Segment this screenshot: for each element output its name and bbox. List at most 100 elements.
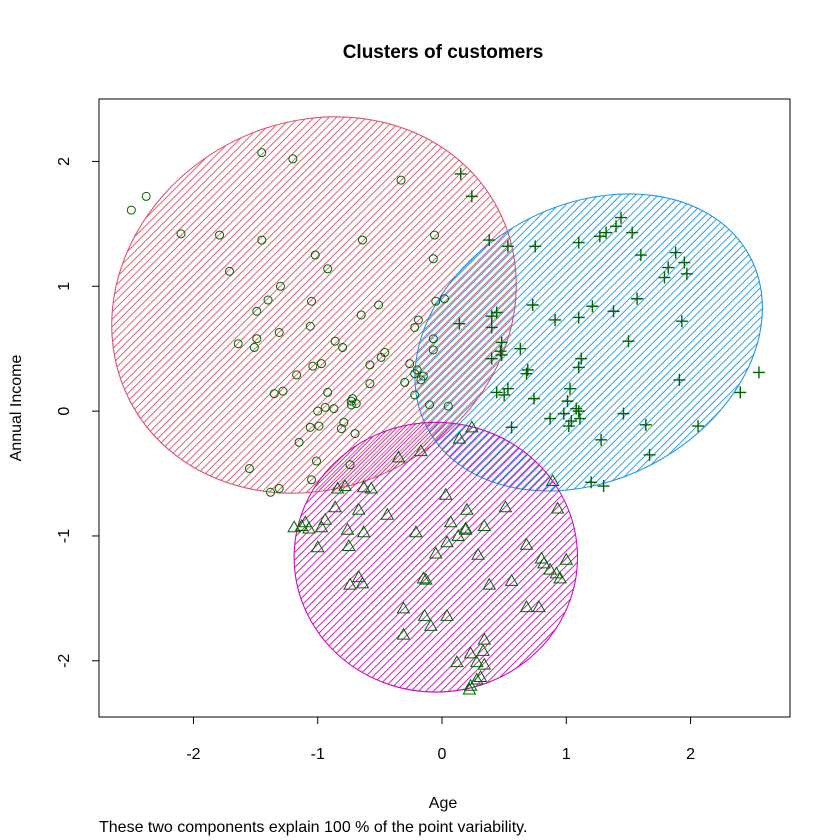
- cluster-1-point: [294, 437, 304, 447]
- cluster-2-point: [678, 256, 691, 269]
- cluster-2-point: [561, 395, 574, 408]
- cluster-1-point: [405, 359, 415, 369]
- cluster-3-point: [396, 601, 411, 614]
- cluster-3-point: [450, 655, 464, 668]
- cluster-1-point: [345, 460, 355, 470]
- cluster-2-point: [631, 292, 644, 305]
- cluster-3-point: [330, 481, 345, 494]
- cluster-2-point: [529, 240, 542, 253]
- cluster-1-point: [330, 336, 340, 346]
- cluster-2-point: [597, 480, 610, 493]
- cluster-1-point: [288, 154, 298, 164]
- cluster-3-point: [343, 577, 357, 590]
- cluster-2-point: [593, 230, 606, 243]
- cluster-2-point: [549, 313, 562, 326]
- cluster-1-point: [257, 235, 267, 245]
- cluster-1-point: [310, 250, 320, 260]
- cluster-2-point: [595, 433, 608, 446]
- variability-note: These two components explain 100 % of th…: [99, 819, 527, 836]
- cluster-1-point: [425, 400, 435, 410]
- cluster-2-ellipse: [414, 193, 763, 492]
- cluster-1-point: [313, 406, 323, 416]
- y-tick-label: 0: [56, 407, 73, 416]
- cluster-1-point: [346, 400, 356, 410]
- x-tick-label: 1: [562, 746, 571, 763]
- cluster-1-point: [356, 310, 366, 320]
- cluster-1-point: [365, 379, 375, 389]
- x-axis-label: Age: [429, 795, 458, 812]
- cluster-3-point: [532, 600, 546, 613]
- cluster-3-point: [498, 500, 513, 513]
- cluster-1-point: [339, 417, 349, 427]
- cluster-1-point: [252, 334, 262, 344]
- data-points: [126, 148, 765, 695]
- cluster-1-point: [428, 345, 438, 355]
- cluster-3-point: [302, 521, 316, 534]
- cluster-3-point: [356, 480, 371, 493]
- cluster-3-point: [482, 577, 497, 590]
- cluster-3-point: [519, 600, 534, 613]
- cluster-2-point: [600, 226, 613, 239]
- cluster-1-point: [357, 235, 367, 245]
- cluster-3-point: [519, 537, 534, 550]
- cluster-2-point: [505, 421, 518, 434]
- cluster-3-point: [380, 507, 395, 520]
- cluster-2-point: [669, 246, 682, 259]
- cluster-3-point: [418, 572, 433, 585]
- cluster-3-point: [458, 522, 473, 535]
- cluster-1-point: [410, 369, 420, 379]
- cluster-2-point: [498, 388, 511, 401]
- cluster-1-point: [307, 475, 317, 485]
- cluster-1-point: [308, 361, 318, 371]
- cluster-2-point: [643, 448, 656, 461]
- cluster-2-point: [573, 412, 586, 425]
- cluster-2-point: [572, 236, 585, 249]
- cluster-1-point: [257, 148, 267, 158]
- cluster-2-point: [734, 386, 747, 399]
- y-tick-label: -1: [56, 529, 73, 543]
- cluster-2-point: [514, 342, 527, 355]
- cluster-1-point: [141, 191, 151, 201]
- cluster-1-point: [233, 339, 243, 349]
- cluster-3-point: [460, 502, 474, 515]
- cluster-1-point: [413, 315, 423, 325]
- cluster-2-point: [485, 321, 498, 334]
- cluster-3-point: [469, 672, 484, 685]
- cluster-2-point: [585, 476, 598, 489]
- x-tick-label: 0: [438, 746, 447, 763]
- cluster-3-point: [471, 547, 485, 560]
- cluster-3-point: [559, 552, 574, 565]
- cluster-2-point: [527, 392, 540, 405]
- cluster-1-point: [400, 377, 410, 387]
- cluster-2-point: [617, 407, 630, 420]
- cluster-2-point: [453, 317, 466, 330]
- cluster-1-point: [252, 306, 262, 316]
- x-tick-label: 2: [686, 746, 695, 763]
- cluster-2-point: [662, 261, 675, 274]
- cluster-2-point: [485, 352, 498, 365]
- cluster-3-point: [438, 487, 453, 500]
- y-tick-label: -2: [56, 654, 73, 668]
- cluster-3-point: [328, 500, 342, 513]
- cluster-3-point: [310, 540, 325, 553]
- cluster-2-point: [483, 234, 496, 247]
- cluster-2-point: [658, 271, 671, 284]
- cluster-3-point: [549, 566, 564, 579]
- cluster-2-point: [572, 361, 585, 374]
- cluster-1-point: [323, 387, 333, 397]
- cluster-1-point: [249, 342, 259, 352]
- cluster-3-point: [463, 678, 478, 691]
- cluster-2-point: [680, 267, 693, 280]
- cluster-1-point: [443, 401, 453, 411]
- cluster-3-point: [391, 450, 406, 463]
- cluster-1-point: [274, 327, 284, 337]
- cluster-3-point: [543, 562, 557, 575]
- cluster-2-point: [626, 226, 639, 239]
- cluster-3-point: [428, 546, 443, 559]
- cluster-3-point: [452, 431, 467, 444]
- cluster-1-point: [305, 422, 315, 432]
- cluster-3-point: [451, 528, 466, 541]
- cluster-2-point: [692, 420, 705, 433]
- cluster-3-point: [341, 538, 356, 551]
- cluster-3-point: [423, 618, 438, 631]
